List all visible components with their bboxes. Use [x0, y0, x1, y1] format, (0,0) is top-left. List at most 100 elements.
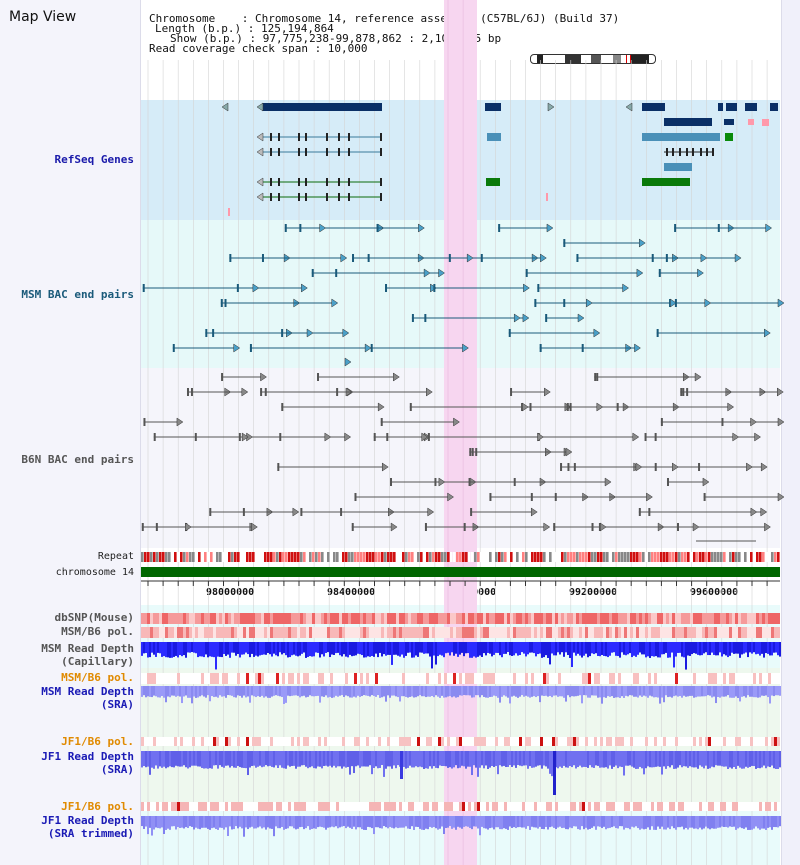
read-depth-bar [349, 751, 351, 775]
repeat-mark [627, 552, 630, 562]
repeat-mark [252, 552, 255, 562]
heat-cell [390, 802, 393, 811]
chromosome-ideogram[interactable] [530, 54, 656, 64]
read-depth-bar [253, 642, 255, 657]
read-depth-bar [175, 816, 177, 830]
read-depth-bar [483, 751, 485, 769]
heat-cell [231, 673, 234, 684]
heat-cell [216, 673, 219, 684]
heat-cell [183, 613, 186, 624]
bac-end-marker [750, 507, 758, 517]
read-depth-bar [755, 816, 757, 827]
gene-exon [338, 133, 340, 141]
heat-cell [729, 613, 732, 624]
heat-cell [420, 613, 423, 624]
read-depth-bar [631, 816, 633, 827]
read-depth-bar [685, 642, 687, 670]
bac-end-marker [700, 253, 708, 263]
bac-end-marker [604, 477, 612, 487]
read-depth-bar [745, 686, 747, 698]
heat-cell [291, 613, 294, 624]
read-depth-bar [187, 751, 189, 769]
read-depth-bar [655, 816, 657, 830]
heat-cell [639, 673, 642, 684]
read-depth-bar [663, 686, 665, 703]
heat-cell [354, 627, 357, 638]
read-depth-bar [599, 686, 601, 698]
read-depth-bar [487, 686, 489, 698]
heat-cell [462, 613, 465, 624]
heat-cell [174, 673, 177, 684]
read-depth-bar [567, 642, 569, 656]
heat-cell [405, 613, 408, 624]
read-depth-bar [735, 751, 737, 769]
read-depth-bar [383, 751, 385, 777]
read-depth-bar [159, 816, 161, 829]
read-depth-bar [687, 751, 689, 768]
bac-end-marker [537, 432, 544, 442]
heat-cell [303, 737, 306, 746]
read-depth-bar [515, 816, 517, 829]
heat-cell [267, 673, 270, 684]
read-depth-bar [469, 642, 471, 658]
repeat-mark [195, 552, 198, 562]
heat-cell [453, 802, 456, 811]
heat-cell [753, 673, 756, 684]
bac-end-marker [537, 284, 540, 292]
read-depth-bar [633, 686, 635, 697]
read-depth-bar [775, 642, 777, 653]
repeat-mark [747, 552, 750, 562]
bac-end-marker [373, 433, 376, 441]
heat-cell [423, 802, 426, 811]
heat-cell [225, 627, 228, 638]
read-depth-bar [645, 642, 647, 658]
read-depth-bar [465, 816, 467, 827]
read-depth-bar [185, 816, 187, 828]
read-depth-bar [191, 642, 193, 653]
read-depth-bar [295, 686, 297, 696]
heat-cell [543, 802, 546, 811]
heat-cell [468, 802, 471, 811]
read-depth-bar [643, 686, 645, 696]
heat-cell [408, 613, 411, 624]
read-depth-bar [517, 642, 519, 656]
heat-cell [222, 737, 225, 746]
read-depth-bar [571, 686, 573, 697]
bac-end-marker [311, 269, 314, 277]
heat-cell [615, 802, 618, 811]
read-depth-bar [303, 642, 305, 653]
heat-cell [738, 737, 741, 746]
heat-cell [609, 802, 612, 811]
gene-exon [298, 178, 300, 186]
repeat-mark [183, 552, 186, 562]
read-depth-bar [763, 751, 765, 766]
read-depth-bar [227, 816, 229, 837]
refseq-gene [762, 119, 769, 126]
read-depth-bar [535, 816, 537, 828]
heat-cell [594, 627, 597, 638]
gene-exon [326, 193, 328, 201]
gene-strand-arrow [625, 102, 633, 112]
right-scroll-strip[interactable] [781, 0, 800, 865]
heat-cell [486, 802, 489, 811]
heat-cell [756, 627, 759, 638]
gene-strand-arrow [256, 147, 264, 157]
read-depth-bar [625, 751, 627, 766]
repeat-mark [633, 552, 636, 562]
repeat-mark [567, 552, 570, 562]
read-depth-bar [447, 751, 449, 768]
read-depth-bar [151, 751, 153, 768]
read-depth-bar [377, 686, 379, 696]
heat-cell [342, 737, 345, 746]
heat-cell [246, 673, 249, 684]
read-depth-bar [633, 642, 635, 656]
heat-cell [441, 627, 444, 638]
heat-cell [666, 673, 669, 684]
heat-cell [510, 673, 513, 684]
read-depth-bar [493, 686, 495, 696]
bac-end-marker [172, 344, 175, 352]
read-depth-bar [611, 642, 613, 653]
heat-cell [675, 673, 678, 684]
read-depth-bar [705, 642, 707, 653]
